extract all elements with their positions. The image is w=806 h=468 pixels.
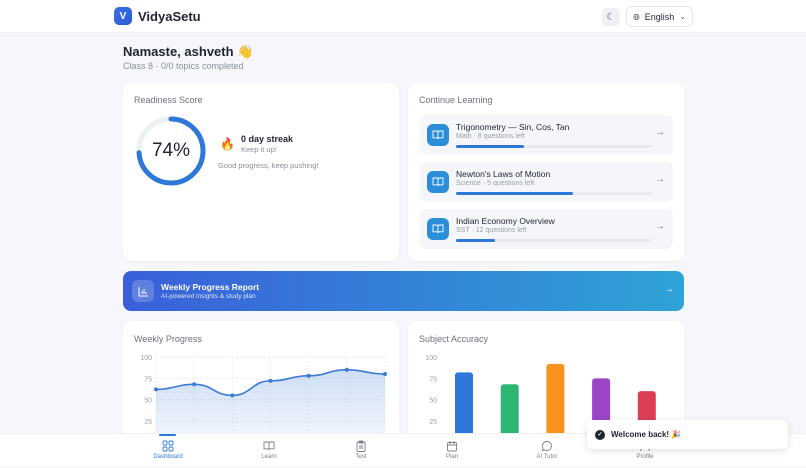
chevron-down-icon: ⌄: [679, 12, 686, 21]
continue-learning-card: Continue Learning Trigonometry — Sin, Co…: [408, 83, 684, 261]
theme-toggle-button[interactable]: ☾: [602, 8, 620, 26]
toast-notification: ✓ Welcome back! 🎉: [587, 420, 788, 449]
card-title: Weekly Progress: [134, 334, 202, 344]
lesson-item[interactable]: Newton's Laws of Motion Science · 5 ques…: [420, 162, 673, 202]
toast-message: Welcome back! 🎉: [611, 430, 682, 439]
readiness-card: Readiness Score 74% 🔥 0 day streak Keep …: [123, 83, 399, 261]
lesson-meta: Math · 8 questions left: [456, 133, 525, 140]
arrow-right-icon: →: [664, 284, 674, 295]
language-value: English: [644, 11, 675, 22]
page-title: Namaste, ashveth 👋: [123, 44, 254, 59]
arrow-right-icon: →: [655, 127, 665, 138]
globe-icon: [633, 13, 640, 20]
readiness-value: 74%: [151, 140, 191, 161]
nav-label: Learn: [261, 454, 277, 460]
y-tick-label: 25: [144, 419, 152, 426]
y-tick-label: 25: [429, 419, 437, 426]
data-point: [192, 382, 197, 387]
lesson-meta: Science · 5 questions left: [456, 180, 535, 187]
nav-label: AI Tutor: [536, 454, 558, 460]
weekly-report-banner[interactable]: Weekly Progress Report AI-powered insigh…: [123, 271, 684, 311]
arrow-right-icon: →: [655, 174, 665, 185]
logo[interactable]: V: [114, 7, 132, 25]
nav-label: Profile: [636, 454, 654, 460]
card-title: Readiness Score: [134, 95, 203, 105]
data-point: [383, 372, 387, 377]
y-tick-label: 100: [140, 355, 152, 362]
lesson-progress-bar: [456, 192, 651, 195]
brand-name[interactable]: VidyaSetu: [138, 9, 201, 24]
nav-item-test[interactable]: Test: [331, 434, 391, 468]
y-tick-label: 50: [429, 398, 437, 405]
nav-item-learn[interactable]: Learn: [239, 434, 299, 468]
book-icon: [427, 218, 449, 240]
y-tick-label: 100: [425, 355, 437, 362]
streak-count: 0 day streak: [241, 134, 294, 144]
nav-label: Test: [355, 454, 367, 460]
moon-icon: ☾: [606, 11, 616, 23]
lesson-meta: SST · 12 questions left: [456, 227, 527, 234]
nav-label: Dashboard: [153, 454, 183, 460]
bar-chart-icon: [132, 280, 154, 302]
data-point: [230, 393, 235, 398]
page-subtitle: Class 8 · 0/0 topics completed: [123, 61, 244, 71]
data-point: [268, 378, 273, 383]
lesson-title: Indian Economy Overview: [456, 216, 555, 226]
banner-subtitle: AI-powered insights & study plan: [161, 293, 256, 300]
chat-icon: [541, 441, 552, 452]
book-icon: [427, 171, 449, 193]
readiness-ring: [136, 116, 206, 186]
book-icon: [263, 441, 275, 451]
data-point: [306, 373, 311, 378]
data-point: [344, 367, 349, 372]
clipboard-icon: [356, 440, 366, 452]
nav-item-ai-tutor[interactable]: AI Tutor: [517, 434, 577, 468]
language-select[interactable]: English ⌄: [626, 6, 693, 27]
lesson-item[interactable]: Indian Economy Overview SST · 12 questio…: [420, 209, 673, 249]
weekly-progress-card: Weekly Progress 100 75 50 25: [123, 321, 399, 463]
y-tick-label: 75: [429, 376, 437, 383]
nav-item-dashboard[interactable]: Dashboard: [138, 434, 198, 468]
calendar-icon: [447, 441, 457, 452]
readiness-message: Good progress, keep pushing!: [218, 161, 319, 170]
check-circle-icon: ✓: [595, 429, 605, 440]
banner-title: Weekly Progress Report: [161, 282, 260, 292]
lesson-progress-bar: [456, 145, 651, 148]
y-tick-label: 50: [144, 398, 152, 405]
book-icon: [427, 124, 449, 146]
y-tick-label: 75: [144, 376, 152, 383]
fire-icon: 🔥: [220, 137, 235, 151]
lesson-item[interactable]: Trigonometry — Sin, Cos, Tan Math · 8 qu…: [420, 115, 673, 155]
lesson-title: Trigonometry — Sin, Cos, Tan: [456, 122, 570, 132]
nav-label: Plan: [445, 454, 458, 460]
card-title: Subject Accuracy: [419, 334, 489, 344]
active-indicator: [159, 434, 176, 436]
lesson-progress-bar: [456, 239, 651, 242]
lesson-title: Newton's Laws of Motion: [456, 169, 551, 179]
arrow-right-icon: →: [655, 221, 665, 232]
data-point: [154, 387, 158, 392]
top-header: V VidyaSetu ☾ English ⌄: [0, 0, 806, 33]
card-title: Continue Learning: [419, 95, 493, 105]
nav-item-plan[interactable]: Plan: [422, 434, 482, 468]
grid-icon: [162, 440, 174, 452]
streak-subtext: Keep it up!: [241, 145, 277, 154]
